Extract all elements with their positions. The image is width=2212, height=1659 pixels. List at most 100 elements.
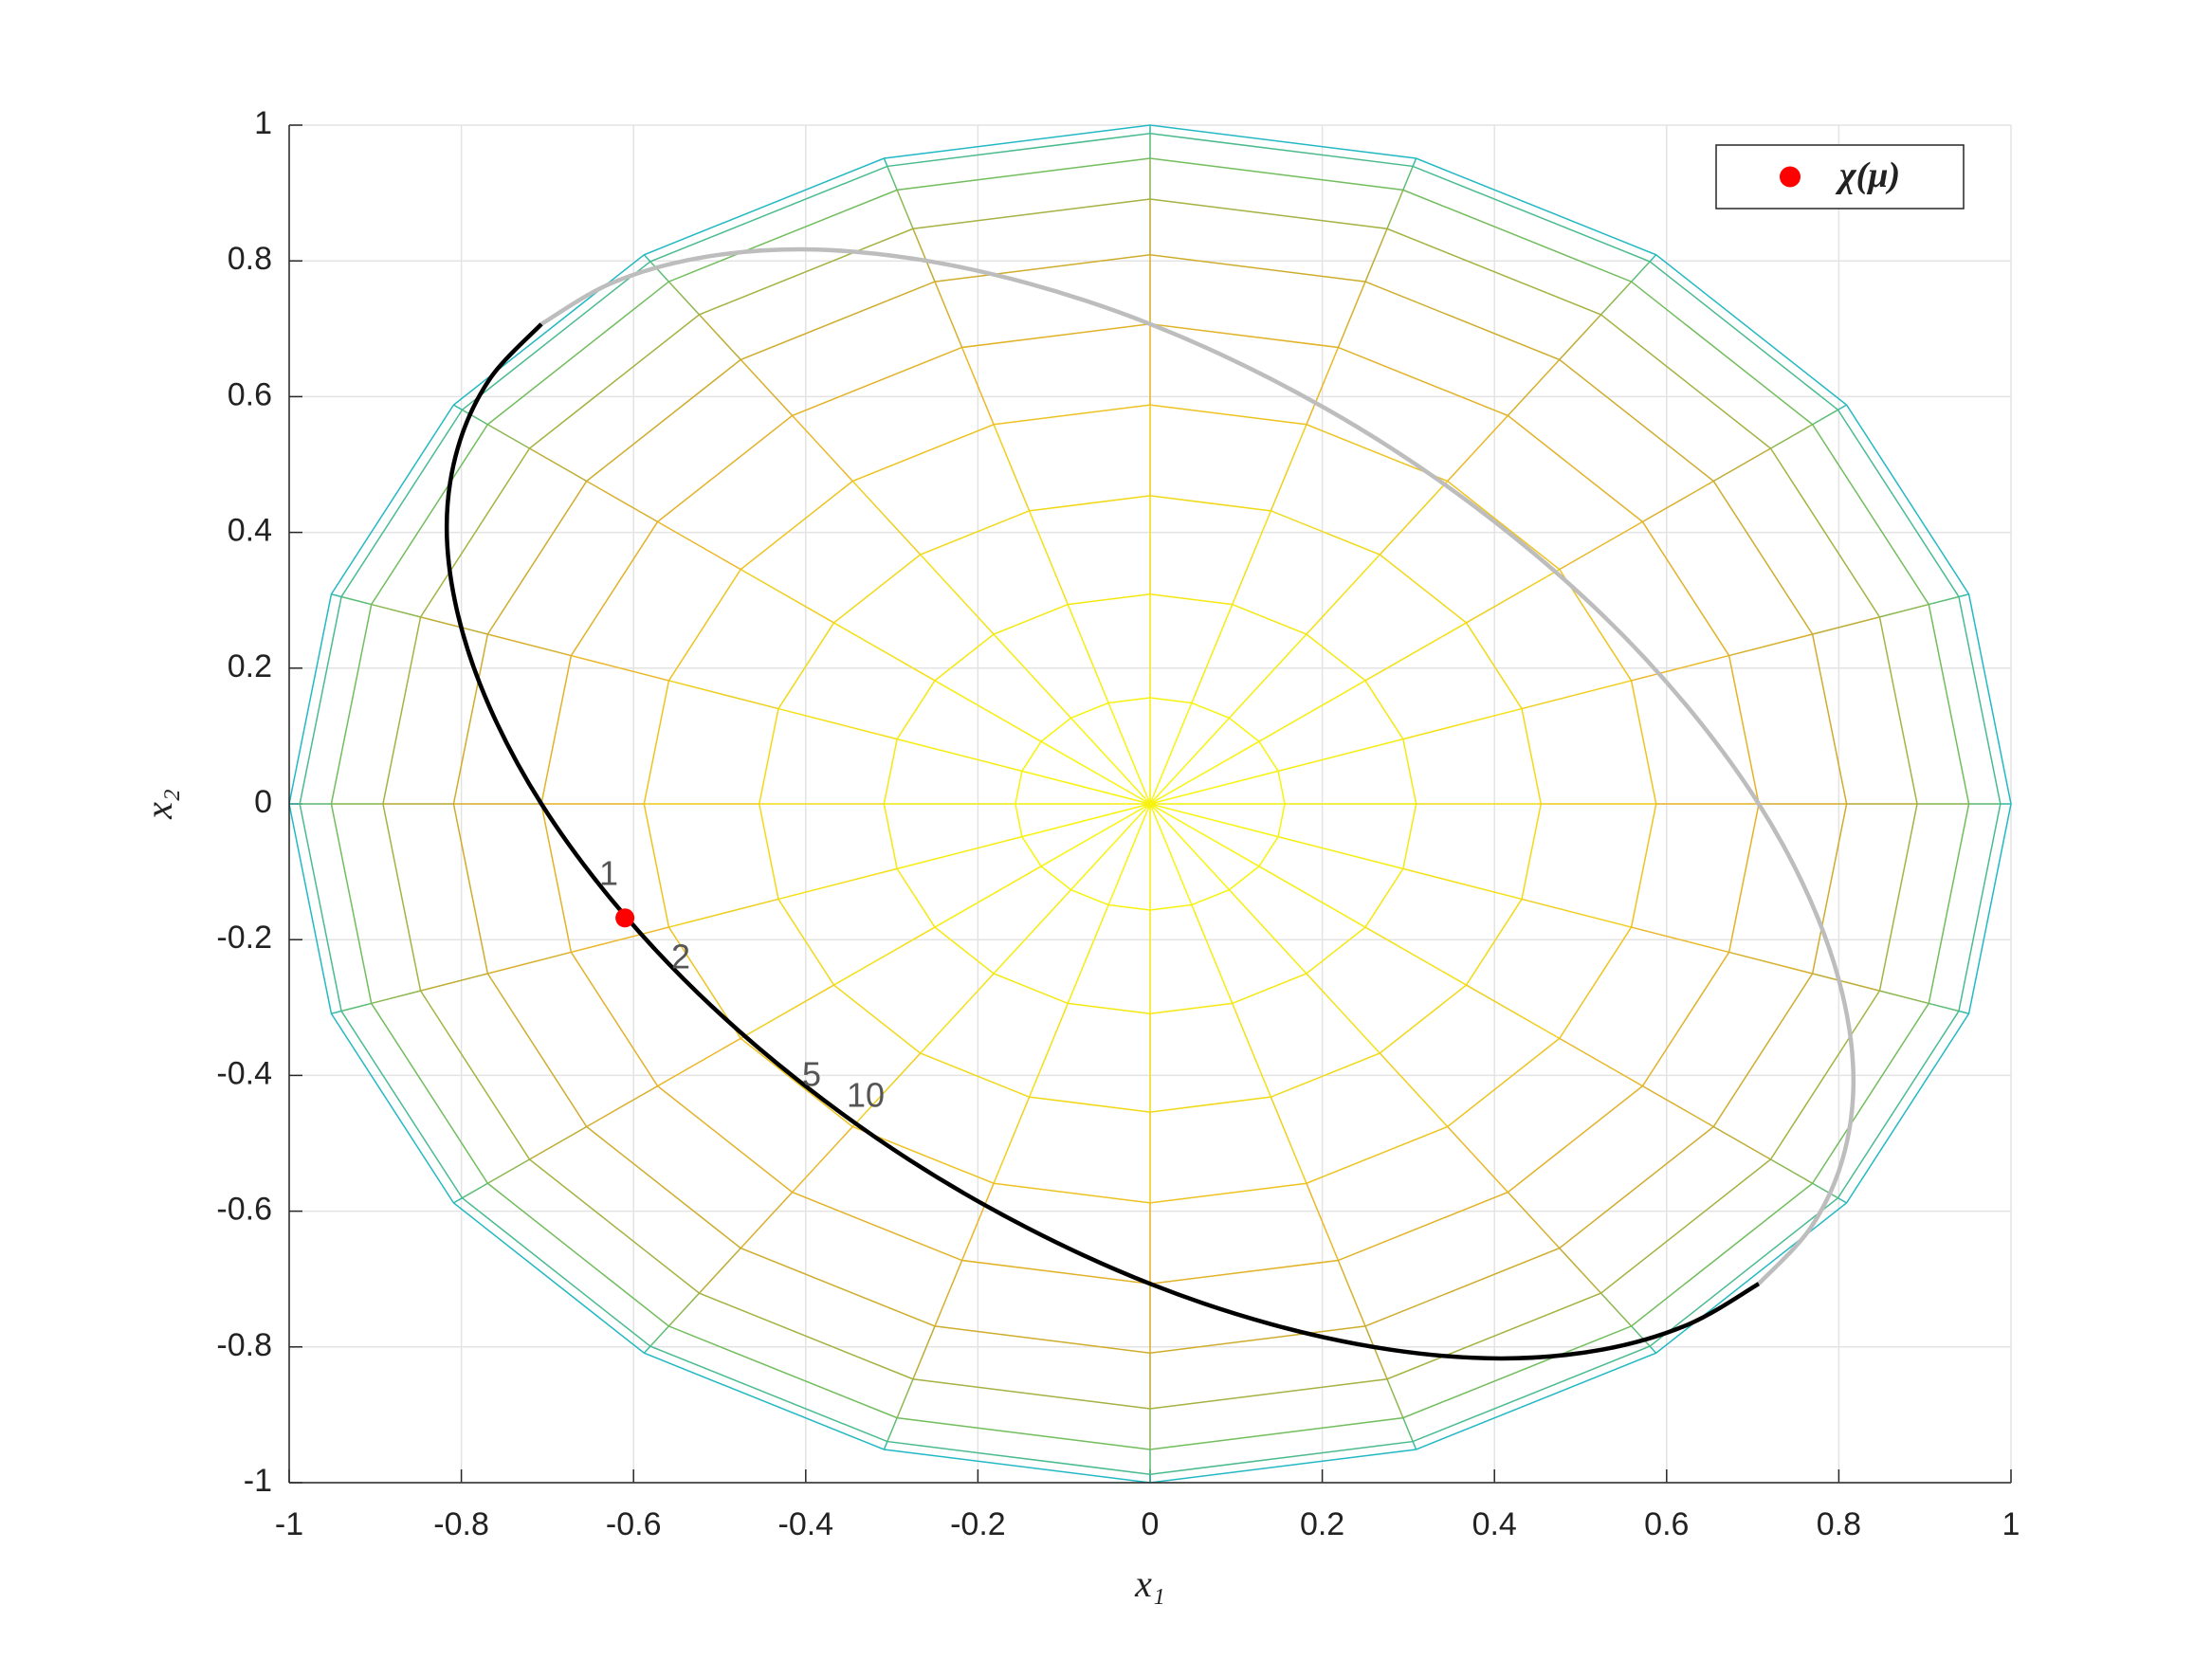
- mesh-spoke: [1600, 281, 1633, 316]
- mesh-spoke: [1306, 347, 1340, 426]
- point: [615, 908, 635, 928]
- mesh-spoke: [1929, 1002, 1960, 1012]
- mesh-spoke: [1466, 984, 1561, 1040]
- mesh-spoke: [740, 984, 834, 1040]
- mesh-spoke: [1447, 1125, 1508, 1194]
- mesh-spoke: [993, 889, 1072, 975]
- mesh-spoke: [851, 1052, 922, 1127]
- mesh-spoke: [1258, 680, 1366, 742]
- mesh-spoke: [1728, 951, 1813, 975]
- mesh-spoke: [777, 867, 898, 901]
- mesh-spoke: [1649, 1345, 1657, 1354]
- mesh-spoke: [1812, 1182, 1838, 1199]
- mesh-spoke: [851, 481, 922, 556]
- mesh-spoke: [486, 1158, 530, 1184]
- mesh-spoke: [993, 1096, 1031, 1184]
- mesh-spoke: [1149, 803, 1279, 838]
- mesh-spoke: [896, 835, 1023, 870]
- mesh-spoke: [1232, 1003, 1272, 1098]
- mesh-spoke: [883, 157, 888, 167]
- mesh-spoke: [1232, 510, 1272, 605]
- mesh-spoke: [740, 1192, 794, 1249]
- mesh-spoke: [740, 358, 794, 416]
- mesh-spoke: [331, 1010, 342, 1014]
- mesh-spoke: [571, 926, 669, 954]
- mesh-spoke: [453, 1197, 463, 1204]
- mesh-spoke: [1631, 261, 1651, 283]
- x-tick-label: -0.4: [778, 1506, 834, 1542]
- x-tick-label: 0.2: [1300, 1506, 1344, 1542]
- mesh-spoke: [1149, 702, 1193, 805]
- mesh-spoke: [1712, 1125, 1771, 1160]
- mesh-spoke: [657, 520, 741, 571]
- mesh-spoke: [1958, 593, 1969, 598]
- mesh-spoke: [1040, 803, 1151, 867]
- mesh-spoke: [912, 228, 936, 283]
- mesh-spoke: [1879, 603, 1929, 618]
- mesh-spoke: [668, 898, 779, 928]
- mesh-spoke: [487, 951, 572, 975]
- legend-label: χ(μ): [1835, 155, 1900, 195]
- mesh-spoke: [934, 680, 1042, 742]
- mesh-spoke: [1228, 633, 1307, 719]
- mesh-spoke: [462, 1182, 488, 1199]
- x-tick-label: 0: [1142, 1506, 1160, 1542]
- mesh-spoke: [912, 1325, 936, 1380]
- mesh-spoke: [1364, 1325, 1388, 1380]
- mesh-spoke: [1021, 803, 1151, 838]
- mesh-spoke: [1149, 803, 1231, 891]
- mesh-spoke: [1270, 1096, 1307, 1184]
- mesh-spoke: [1069, 803, 1151, 891]
- mesh-spoke: [668, 680, 779, 710]
- mesh-spoke: [792, 414, 853, 483]
- sphere-mesh: [288, 124, 2012, 1484]
- x-tick-label: 1: [2002, 1506, 2020, 1542]
- mesh-spoke: [420, 616, 488, 635]
- y-tick-label: 0: [254, 784, 272, 820]
- y-tick-label: -0.2: [216, 920, 272, 956]
- mesh-spoke: [529, 447, 588, 483]
- point-annotation: 10: [847, 1076, 885, 1115]
- mesh-spoke: [1559, 1248, 1602, 1294]
- mesh-spoke: [1306, 1182, 1340, 1261]
- mesh-spoke: [1929, 595, 1960, 606]
- mesh-spoke: [649, 261, 669, 283]
- mesh-spoke: [1306, 554, 1380, 635]
- mesh-spoke: [667, 281, 701, 316]
- x-tick-label: 0.4: [1472, 1506, 1517, 1542]
- mesh-spoke: [960, 1182, 995, 1261]
- mesh-spoke: [1412, 157, 1417, 167]
- mesh-spoke: [1040, 740, 1151, 805]
- mesh-spoke: [340, 595, 372, 606]
- mesh-spoke: [698, 1248, 741, 1294]
- mesh-spoke: [896, 738, 1023, 773]
- mesh-spoke: [1277, 835, 1404, 870]
- mesh-spoke: [896, 1378, 914, 1418]
- mesh-spoke: [462, 409, 488, 426]
- mesh-spoke: [487, 633, 572, 657]
- mesh-spoke: [1149, 803, 1260, 867]
- mesh-spoke: [453, 404, 463, 410]
- legend-marker: [1780, 166, 1801, 188]
- mesh-spoke: [1642, 1085, 1714, 1128]
- mesh-spoke: [1837, 404, 1847, 410]
- mesh-spoke: [934, 866, 1042, 928]
- mesh-spoke: [1812, 973, 1880, 992]
- mesh-spoke: [1631, 654, 1729, 682]
- curve: [444, 322, 1761, 1361]
- mesh-spoke: [1559, 314, 1602, 360]
- x-tick-label: 0.8: [1817, 1506, 1861, 1542]
- mesh-spoke: [1402, 166, 1414, 191]
- mesh-spoke: [1028, 1003, 1069, 1098]
- mesh-spoke: [934, 281, 963, 348]
- mesh-spoke: [643, 1345, 651, 1354]
- mesh-spoke: [529, 1125, 588, 1160]
- mesh-spoke: [1559, 520, 1643, 571]
- mesh-spoke: [643, 254, 651, 263]
- y-tick-label: 1: [254, 105, 272, 141]
- curve: [539, 246, 1856, 1285]
- x-tick-label: 0.6: [1644, 1506, 1689, 1542]
- mesh-spoke: [1067, 604, 1109, 703]
- mesh-spoke: [1021, 770, 1151, 805]
